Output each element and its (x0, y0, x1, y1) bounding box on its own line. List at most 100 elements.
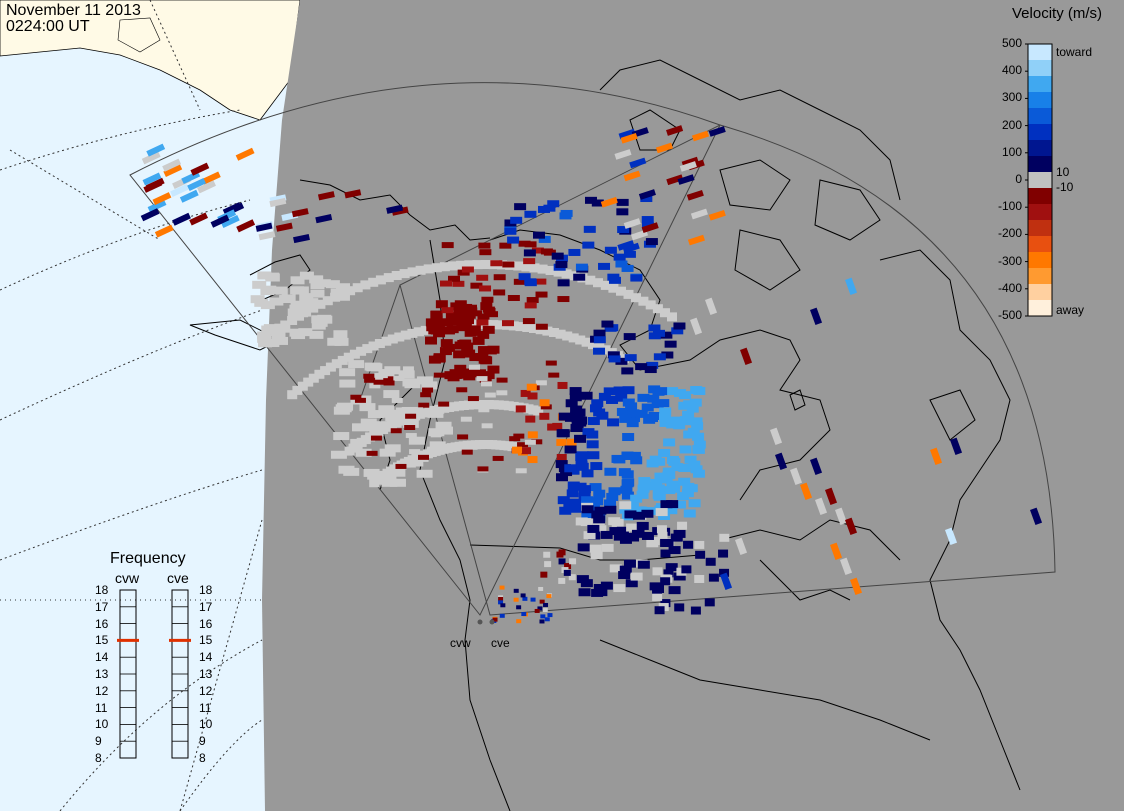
scatter-cell (398, 370, 415, 379)
colorbar-swatch (1028, 156, 1052, 173)
scatter-cell (383, 380, 395, 386)
scatter-cell (270, 328, 285, 337)
scatter-cell (565, 399, 578, 408)
scatter-cell (510, 216, 523, 224)
scatter-cell (1030, 507, 1043, 526)
scatter-cell (619, 501, 632, 510)
scatter-cell (368, 277, 379, 287)
scatter-cell (564, 563, 572, 570)
scatter-cell (493, 289, 506, 296)
scatter-cell (663, 569, 674, 578)
scatter-cell (556, 438, 567, 446)
scatter-cell (258, 339, 273, 348)
scatter-cell (660, 331, 673, 339)
scatter-cell (638, 296, 649, 306)
scatter-cell (600, 581, 613, 590)
away-label: away (1056, 303, 1085, 317)
scatter-cell (659, 407, 672, 416)
scatter-cell (523, 258, 536, 265)
scatter-cell (379, 448, 396, 457)
site-label-cvw: cvw (450, 636, 471, 650)
scatter-cell (257, 271, 272, 280)
scatter-cell (660, 475, 673, 484)
scatter-cell (409, 449, 421, 455)
scatter-cell (685, 484, 698, 493)
scatter-cell (507, 236, 520, 244)
scatter-cell (664, 340, 677, 348)
scatter-cell (513, 433, 525, 439)
scatter-cell (545, 360, 557, 366)
scatter-cell (333, 406, 350, 415)
scatter-cell (708, 126, 726, 137)
colorbar-swatch (1028, 188, 1052, 205)
scatter-cell (542, 608, 548, 613)
scatter-cell (845, 277, 858, 296)
scatter-cell (618, 468, 631, 477)
scatter-cell (525, 415, 536, 423)
colorbar-tick-label: 300 (1001, 90, 1022, 105)
scatter-cell (540, 404, 552, 410)
scatter-cell (416, 376, 433, 385)
scatter-cell (162, 158, 182, 172)
scatter-cell (431, 263, 442, 273)
scatter-cell (719, 533, 730, 542)
scatter-cell (493, 274, 506, 281)
scatter-cell (835, 507, 848, 526)
scatter-cell (569, 393, 582, 402)
scatter-cell (548, 372, 560, 378)
frequency-level-label: 15 (199, 633, 213, 648)
scatter-cell (487, 365, 500, 374)
scatter-cell (480, 381, 492, 387)
scatter-cell (441, 318, 454, 327)
scatter-cell (480, 302, 493, 311)
scatter-cell (598, 392, 611, 401)
colorbar-swatch (1028, 236, 1052, 253)
scatter-cell (163, 163, 183, 177)
scatter-cell (474, 369, 487, 378)
scatter-cell (430, 310, 443, 319)
scatter-cell (557, 381, 568, 389)
scatter-cell (402, 419, 419, 428)
scatter-cell (662, 471, 675, 480)
date-label: November 11 2013 (6, 2, 141, 19)
colorbar-inner-label-neg: -10 (1056, 180, 1074, 194)
scatter-cell (433, 372, 445, 378)
scatter-cell (619, 414, 632, 423)
scatter-cell (381, 478, 398, 487)
scatter-cell (559, 506, 572, 515)
scatter-cell (456, 387, 468, 393)
scatter-cell (472, 260, 483, 270)
scatter-cell (622, 242, 640, 254)
scatter-cell (587, 451, 600, 460)
scatter-cell (516, 619, 522, 624)
frequency-level-label: 12 (199, 683, 213, 698)
scatter-cell (147, 199, 167, 213)
scatter-cell (575, 335, 586, 345)
scatter-cell (456, 260, 467, 270)
scatter-cell (520, 447, 531, 455)
scatter-cell (261, 325, 276, 334)
scatter-cell (524, 278, 537, 286)
scatter-cell (601, 543, 614, 552)
scatter-cell (540, 614, 546, 619)
frequency-level-label: 14 (95, 650, 109, 665)
scatter-cell (600, 530, 613, 539)
scatter-cell (551, 252, 564, 260)
scatter-cell (477, 466, 489, 472)
scatter-cell (445, 311, 458, 320)
scatter-cell (539, 399, 550, 407)
scatter-cell (287, 390, 298, 400)
scatter-cell (535, 380, 547, 386)
scatter-cell (654, 472, 667, 481)
colorbar-swatch (1028, 108, 1052, 125)
scatter-cell (422, 387, 434, 393)
scatter-cell (527, 431, 538, 439)
scatter-cell (476, 376, 488, 382)
scatter-cell (657, 399, 670, 408)
scatter-cell (441, 242, 454, 249)
scatter-cell (666, 174, 684, 186)
scatter-cell (412, 407, 424, 413)
scatter-cell (616, 407, 629, 416)
scatter-cell (673, 529, 686, 538)
scatter-cell (614, 149, 632, 160)
